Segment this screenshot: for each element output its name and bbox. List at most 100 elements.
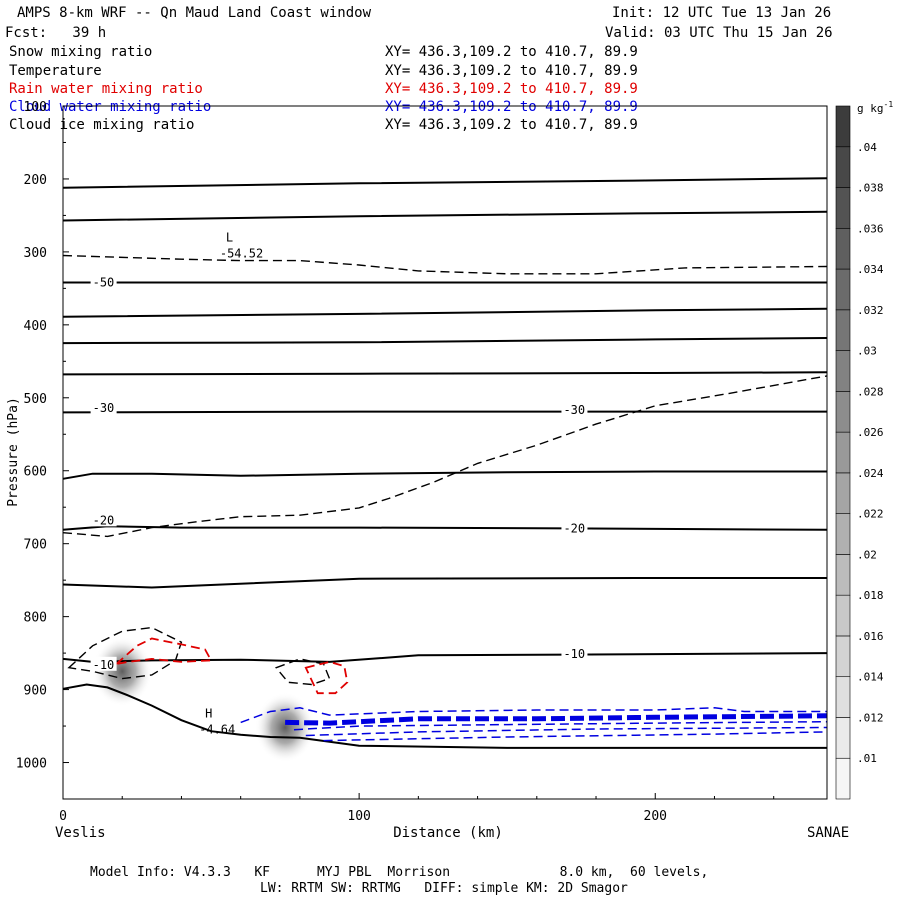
y-tick-label: 100 [24,100,47,115]
field-xy: XY= 436.3,109.2 to 410.7, 89.9 [385,44,638,60]
temperature-isotherm [62,337,828,345]
colorbar-swatch [835,350,851,392]
right-endpoint-label: SANAE [807,825,849,841]
field-name: Rain water mixing ratio [9,81,203,97]
colorbar-level-label: .024 [857,467,884,480]
forecast-hour: Fcst: 39 h [5,25,107,41]
title-line: AMPS 8-km WRF -- Qn Maud Land Coast wind… [17,5,372,21]
ice-mixing-ratio-maximum [255,692,316,763]
y-axis-label: Pressure (hPa) [6,397,21,507]
y-tick-label: 700 [24,538,47,553]
field-xy: XY= 436.3,109.2 to 410.7, 89.9 [385,63,638,79]
cloud-water-contour [305,726,828,737]
colorbar-level-label: .03 [857,345,877,358]
colorbar-level-label: .022 [857,508,884,521]
cloud-water-contour-layer [240,707,828,742]
isotherm-label: -30 [93,401,115,415]
temperature-isotherm [62,410,827,414]
colorbar-level-label: .01 [857,752,877,765]
label-backdrop [90,274,117,289]
colorbar-unit: g kg-1 [857,100,893,115]
x-tick-label: 100 [347,809,370,824]
temperature-isotherm [62,177,828,189]
colorbar-level-label: .016 [857,630,884,643]
isotherm-label: -10 [93,658,115,672]
model-info-line1: Model Info: V4.3.3 KF MYJ PBL Morrison 8… [90,865,709,880]
y-tick-label: 900 [24,684,47,699]
colorbar-level-label: .032 [857,304,884,317]
snow-contour-layer [62,254,828,686]
temperature-maximum-marker: H [205,706,212,720]
left-endpoint-label: Veslis [55,825,106,841]
label-backdrop [90,656,117,671]
colorbar-level-label: .036 [857,222,884,235]
colorbar-unit-base: g kg [857,102,884,115]
temperature-isotherm [62,210,828,222]
colorbar-swatch [835,472,851,514]
colorbar-swatch [835,227,851,270]
init-time: Init: 12 UTC Tue 13 Jan 26 [612,5,832,21]
colorbar-level-label: .02 [857,548,877,561]
cloud-water-contour [285,713,828,726]
plot-frame [62,105,828,800]
snow-mixing-ratio-contour [67,626,183,680]
colorbar-level-label: .028 [857,385,884,398]
field-name: Cloud water mixing ratio [9,99,212,115]
colorbar-swatch [835,431,851,474]
label-backdrop [90,512,117,527]
y-tick-label: 500 [24,392,47,407]
ice-shading-layer [92,636,316,763]
x-tick-label: 200 [644,809,667,824]
contour-label-layer: -50 -30 -30 -20 -20 -10 -10 L -54.52 H -4.64 [90,231,588,736]
isotherm-label: -10 [563,647,585,661]
x-tick-label: 0 [59,809,67,824]
colorbar-swatch [835,391,851,433]
y-tick-label: 200 [24,173,47,188]
isotherm-label: -30 [563,403,585,417]
isotherm-label: -20 [563,521,585,535]
colorbar-swatch [835,757,851,800]
field-name: Snow mixing ratio [9,44,153,60]
y-tick-label: 400 [24,319,47,334]
cloud-water-contour [240,707,827,724]
colorbar-swatch [835,594,851,637]
label-backdrop [561,520,588,535]
temperature-isotherm [62,470,827,480]
y-tick-label: 600 [24,465,47,480]
snow-mixing-ratio-contour [62,375,828,538]
colorbar-swatch [835,717,851,759]
field-name: Cloud ice mixing ratio [9,117,195,133]
colorbar-swatch [835,635,851,678]
y-tick-label: 1000 [16,757,47,772]
colorbar-swatch [835,187,851,229]
y-tick-label: 300 [24,246,47,261]
temperature-isotherm [62,577,827,589]
temperature-isotherm [62,307,828,318]
temperature-minimum-marker: L [226,231,233,245]
rain-contour-layer [113,637,349,695]
rain-water-contour [113,637,213,666]
colorbar-level-label: .018 [857,589,884,602]
colorbar-swatch [835,146,851,188]
field-name: Temperature [9,63,102,79]
colorbar-level-label: .038 [857,182,884,195]
snow-mixing-ratio-contour [275,658,331,686]
snow-mixing-ratio-contour [62,254,828,275]
colorbar-level-label: .026 [857,426,884,439]
colorbar-unit-exponent: -1 [884,100,894,109]
colorbar: .01 .012 .014 .016 .018 .02 .022 .024 .026 .028 .0… [835,105,884,800]
colorbar-level-label: .012 [857,711,884,724]
axes-layer: 100 200 300 400 500 600 700 800 900 1000 0 100 200 [16,100,775,824]
colorbar-level-label: .014 [857,671,884,684]
y-tick-label: 800 [24,611,47,626]
colorbar-level-label: .04 [857,141,877,154]
label-backdrop [90,400,117,415]
colorbar-swatch [835,309,851,351]
label-backdrop [561,645,588,660]
isotherm-label: -20 [93,513,115,527]
field-xy: XY= 436.3,109.2 to 410.7, 89.9 [385,99,638,115]
isotherm-label: -50 [93,276,115,290]
field-xy: XY= 436.3,109.2 to 410.7, 89.9 [385,117,638,133]
colorbar-swatch [835,554,851,596]
cloud-water-contour [293,720,828,731]
